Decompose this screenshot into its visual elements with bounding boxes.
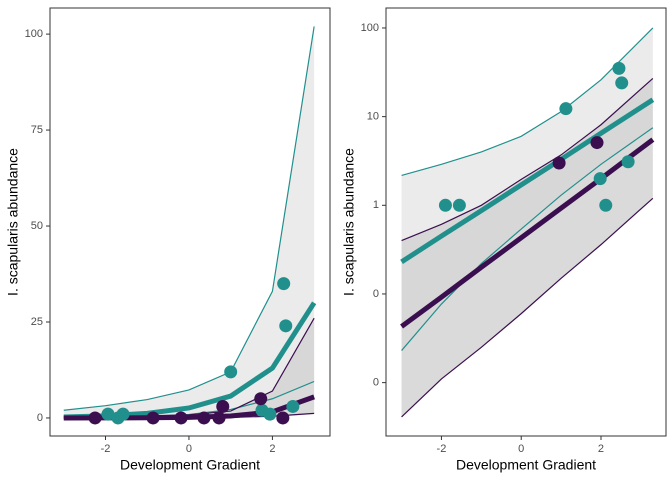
point — [277, 277, 291, 291]
x-tick-label: 0 — [186, 443, 192, 455]
y-axis-title: I. scapularis abundance — [5, 148, 21, 296]
point — [279, 319, 293, 333]
fit-line — [400, 97, 655, 264]
y-axis-title: I. scapularis abundance — [341, 148, 357, 296]
point — [621, 155, 635, 169]
x-tick-label: 2 — [269, 443, 275, 455]
ci-line — [401, 27, 654, 177]
point — [599, 198, 613, 212]
point — [216, 399, 230, 413]
plot-area — [63, 26, 317, 425]
point — [593, 172, 607, 186]
point — [590, 136, 604, 150]
x-tick-label: 2 — [598, 443, 604, 455]
point — [286, 399, 300, 413]
x-tick-label: -2 — [101, 443, 111, 455]
panel: -2 0 2 0 25 50 75 100 Development Gradient I. sca… — [5, 7, 331, 473]
point — [615, 76, 629, 90]
ci-line — [401, 197, 654, 418]
point — [612, 61, 626, 75]
point — [146, 411, 160, 425]
y-tick-label: 100 — [361, 22, 379, 34]
point — [255, 403, 269, 417]
x-axis-title: Development Gradient — [120, 457, 260, 473]
point — [559, 102, 573, 116]
point — [88, 411, 102, 425]
panel-border — [385, 7, 667, 437]
point — [212, 411, 226, 425]
y-tick-label: 100 — [25, 28, 43, 40]
y-tick-label: 0 — [37, 412, 43, 424]
plot-area — [400, 27, 655, 418]
point — [101, 407, 115, 421]
ci-line — [401, 77, 654, 242]
point — [254, 392, 268, 406]
x-axis-title: Development Gradient — [456, 457, 596, 473]
point — [111, 411, 125, 425]
y-tick-label: 1 — [373, 199, 379, 211]
point — [438, 198, 452, 212]
y-tick-label: 75 — [31, 124, 43, 136]
y-tick-label: 10 — [367, 111, 379, 123]
point — [174, 411, 188, 425]
ci-line — [401, 127, 654, 351]
y-tick-label: 0 — [373, 377, 379, 389]
point — [224, 365, 238, 379]
point — [552, 156, 566, 170]
y-tick-label: 0 — [373, 288, 379, 300]
point — [276, 411, 290, 425]
x-tick-label: 0 — [518, 443, 524, 455]
panel-border — [49, 7, 331, 437]
point — [452, 198, 466, 212]
ci-band — [401, 78, 653, 417]
x-tick-label: -2 — [437, 443, 447, 455]
ci-line — [63, 26, 315, 411]
y-tick-label: 25 — [31, 316, 43, 328]
y-tick-label: 50 — [31, 220, 43, 232]
panel: -2 0 2 0 0 1 10 100 Development Gradient I. scapu… — [341, 7, 667, 473]
point — [197, 411, 211, 425]
